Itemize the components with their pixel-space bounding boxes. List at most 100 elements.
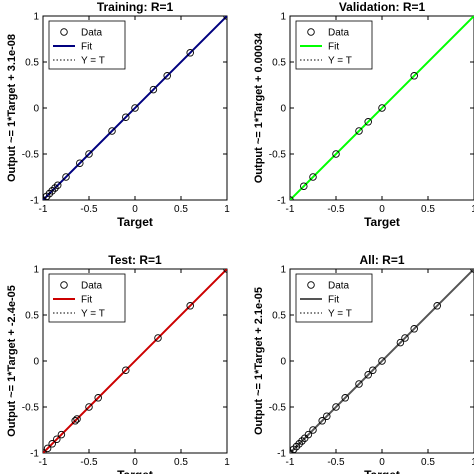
data-point <box>131 104 139 112</box>
x-tick-label: 0 <box>379 204 385 215</box>
data-point <box>433 302 441 310</box>
data-point <box>48 187 56 195</box>
x-tick-label: -0.5 <box>327 457 345 468</box>
x-tick-label: 0.5 <box>421 457 435 468</box>
legend-label: Fit <box>328 295 339 306</box>
data-point <box>410 72 418 80</box>
legend-data-marker <box>307 28 315 36</box>
y-tick-label: 0.5 <box>272 58 286 69</box>
data-point <box>48 440 56 448</box>
x-axis-label: Target <box>364 468 400 474</box>
fit-line <box>43 16 227 200</box>
y-tick-label: 0 <box>280 104 286 115</box>
fit-line <box>290 269 474 453</box>
x-tick-label: -1 <box>39 204 48 215</box>
plot-content <box>290 269 474 453</box>
data-point <box>295 440 303 448</box>
y-tick-label: -0.5 <box>22 403 40 414</box>
y-tick-label: 0 <box>33 357 39 368</box>
legend: Data Fit Y = T <box>48 273 126 323</box>
data-point <box>186 49 194 57</box>
x-tick-label: -1 <box>286 457 295 468</box>
data-point <box>364 118 372 126</box>
data-point <box>85 403 93 411</box>
x-axis-label: Target <box>364 215 400 229</box>
y-tick-label: -1 <box>30 196 39 207</box>
data-point <box>300 182 308 190</box>
chart-title: Validation: R=1 <box>339 0 426 14</box>
data-point <box>163 72 171 80</box>
y-tick-label: 1 <box>280 12 286 23</box>
legend-label: Y = T <box>81 309 105 320</box>
y-tick-label: -0.5 <box>22 150 40 161</box>
legend-label: Fit <box>328 42 339 53</box>
y-tick-label: 1 <box>33 265 39 276</box>
plot-content <box>290 16 474 200</box>
legend: Data Fit Y = T <box>295 273 373 323</box>
legend: Data Fit Y = T <box>48 20 126 70</box>
data-point <box>292 442 301 451</box>
y-tick-label: 0.5 <box>25 58 39 69</box>
legend-label: Data <box>81 281 103 292</box>
data-point <box>355 380 363 388</box>
y-tick-label: 0 <box>280 357 286 368</box>
y-tick-label: 1 <box>33 12 39 23</box>
panel-1: Training: R=1 -1-1 -0.5 -0.5 0 0 0.5 0.5 1 1 Targe… <box>6 0 230 229</box>
data-point <box>378 357 386 365</box>
chart-title: All: R=1 <box>359 253 404 267</box>
x-tick-label: 0.5 <box>174 204 188 215</box>
x-tick-label: 1 <box>471 204 474 215</box>
data-point <box>108 127 116 135</box>
x-tick-label: 0 <box>132 204 138 215</box>
legend-data-marker <box>60 281 68 289</box>
data-point <box>223 269 227 273</box>
y-tick-label: -1 <box>277 196 286 207</box>
x-tick-label: 0 <box>379 457 385 468</box>
data-point <box>73 415 81 423</box>
data-point <box>71 417 79 425</box>
data-point <box>309 173 317 181</box>
legend-label: Y = T <box>328 56 352 67</box>
x-tick-label: 1 <box>471 457 474 468</box>
data-point <box>85 150 93 158</box>
y-axis-label: Output ~= 1*Target + 2.1e-05 <box>253 287 265 435</box>
panel-2: Validation: R=1 -1-1 -0.5 -0.5 0 0 0.5 0.5 1 1 Tar… <box>253 0 474 229</box>
y-tick-label: 0.5 <box>25 311 39 322</box>
data-point <box>396 338 405 347</box>
data-point <box>94 394 102 402</box>
y-tick-label: -1 <box>30 449 39 460</box>
x-axis-label: Target <box>117 215 153 229</box>
data-point <box>323 412 331 420</box>
legend-label: Fit <box>81 295 92 306</box>
legend-label: Y = T <box>81 56 105 67</box>
plot-content <box>43 269 227 453</box>
y-axis-label: Output ~= 1*Target + -2.4e-05 <box>6 285 18 437</box>
data-point <box>122 366 130 374</box>
data-point <box>309 426 317 434</box>
data-point <box>149 85 158 94</box>
panel-3: Test: R=1 -1-1 -0.5 -0.5 0 0 0.5 0.5 1 1 Target Out… <box>6 253 230 474</box>
data-point <box>290 445 298 453</box>
data-point <box>76 159 84 167</box>
y-tick-label: -1 <box>277 449 286 460</box>
data-point <box>186 302 194 310</box>
data-point <box>304 430 313 439</box>
chart-title: Test: R=1 <box>108 253 162 267</box>
data-point <box>378 104 386 112</box>
data-point <box>401 334 409 342</box>
y-axis-label: Output ~= 1*Target + 0.00034 <box>253 32 265 183</box>
y-tick-label: 1 <box>280 265 286 276</box>
x-tick-label: -0.5 <box>80 204 98 215</box>
x-tick-label: 0.5 <box>421 204 435 215</box>
legend-data-marker <box>307 281 315 289</box>
x-tick-label: 1 <box>224 457 230 468</box>
y-axis-label: Output ~= 1*Target + 3.1e-08 <box>6 34 18 182</box>
legend-label: Y = T <box>328 309 352 320</box>
y-tick-label: 0 <box>33 104 39 115</box>
data-point <box>364 371 372 379</box>
data-point <box>332 403 340 411</box>
x-tick-label: -0.5 <box>327 204 345 215</box>
data-point <box>43 192 51 200</box>
data-point <box>470 269 474 273</box>
